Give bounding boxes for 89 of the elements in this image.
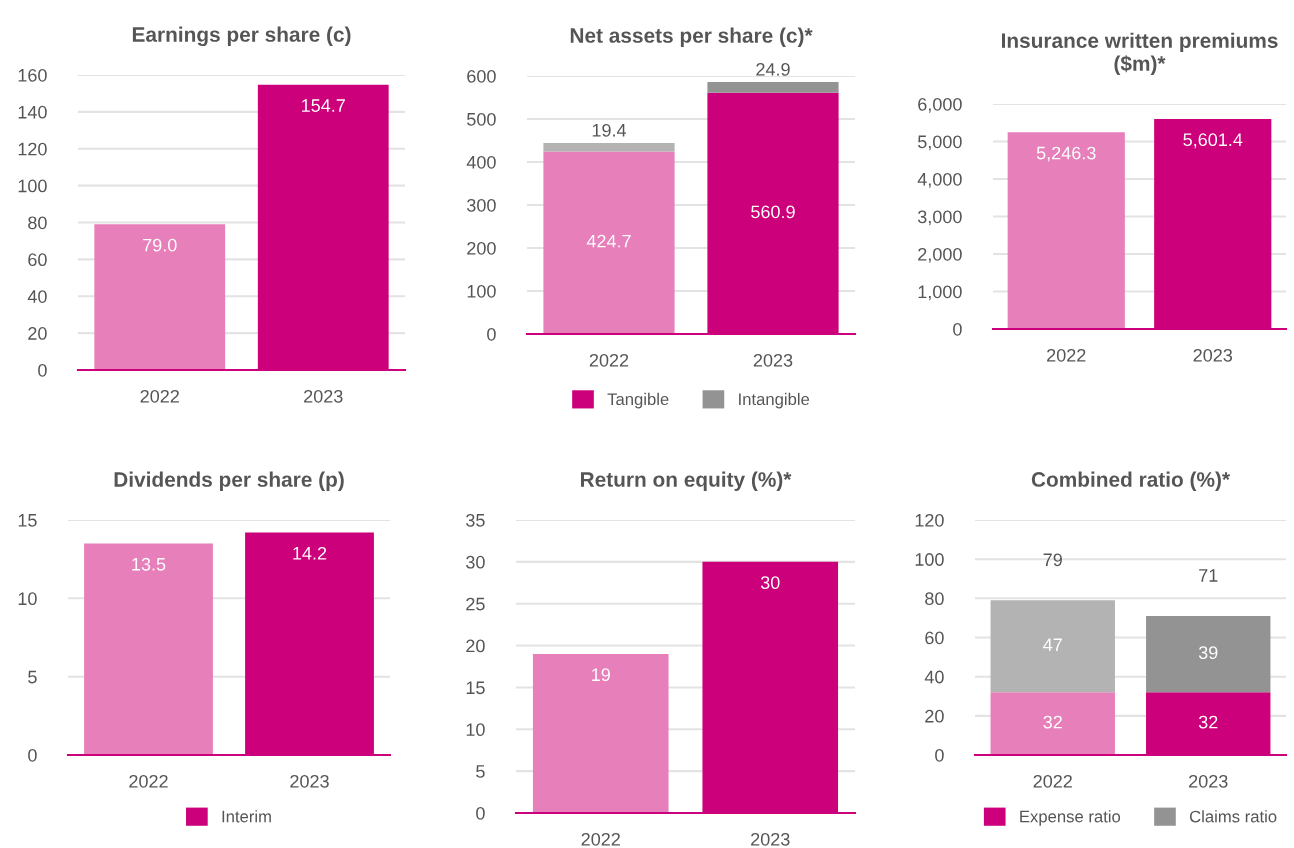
y-tick-label: 100	[18, 179, 47, 193]
y-tick-label: 100	[915, 553, 944, 566]
y-tick-label: 15	[18, 514, 37, 527]
bar	[543, 151, 675, 334]
legend-label: Tangible	[607, 392, 669, 409]
data-label: 14.2	[293, 546, 327, 560]
y-tick-label: 60	[28, 253, 47, 267]
bar	[707, 82, 839, 93]
data-label: 560.9	[751, 205, 795, 219]
y-tick-label: 300	[467, 198, 496, 212]
x-tick-label: 2023	[290, 774, 329, 788]
data-label: 24.9	[756, 62, 790, 76]
data-label: 47	[1043, 638, 1062, 651]
y-tick-label: 6,000	[918, 97, 962, 113]
x-tick-label: 2023	[304, 389, 343, 403]
y-tick-label: 5	[28, 670, 37, 684]
y-tick-label: 5	[476, 765, 485, 778]
y-tick-label: 25	[466, 597, 485, 611]
legend-label: Intangible	[739, 392, 810, 409]
y-tick-label: 140	[18, 105, 47, 119]
y-tick-label: 160	[18, 68, 47, 82]
y-tick-label: 15	[466, 681, 485, 695]
y-tick-label: 3,000	[917, 210, 962, 226]
total-label: 79	[1043, 553, 1062, 567]
y-tick-label: 0	[935, 748, 944, 762]
data-label: 79.0	[143, 238, 177, 252]
y-tick-label: 20	[925, 709, 944, 723]
x-tick-label: 2023	[1193, 348, 1233, 362]
y-tick-label: 400	[466, 155, 496, 169]
data-label: 32	[1043, 715, 1062, 729]
y-tick-label: 60	[925, 631, 944, 645]
x-tick-label: 2022	[1033, 774, 1072, 788]
y-tick-label: 0	[38, 363, 47, 377]
y-tick-label: 120	[18, 142, 47, 156]
data-label: 32	[1198, 715, 1218, 729]
x-tick-label: 2022	[581, 832, 620, 846]
y-tick-label: 100	[467, 284, 496, 298]
x-tick-label: 2023	[753, 353, 793, 367]
y-tick-label: 0	[28, 748, 37, 762]
bar	[543, 143, 675, 152]
y-tick-label: 30	[466, 555, 485, 569]
chart-title: Net assets per share (c)*	[570, 27, 813, 47]
y-tick-label: 1,000	[918, 285, 962, 301]
data-label: 154.7	[302, 99, 345, 112]
data-label: 39	[1198, 646, 1218, 659]
y-tick-label: 80	[28, 216, 47, 230]
data-label: 5,601.4	[1183, 133, 1243, 149]
y-tick-label: 20	[466, 639, 485, 653]
legend-label: Interim	[222, 810, 271, 823]
data-label: 19.4	[592, 123, 627, 137]
data-label: 13.5	[132, 557, 166, 571]
x-tick-label: 2022	[129, 774, 168, 788]
y-tick-label: 120	[915, 513, 944, 527]
chart-title: Return on equity (%)*	[581, 471, 792, 491]
x-tick-label: 2022	[1047, 348, 1086, 362]
data-label: 30	[760, 576, 780, 590]
y-tick-label: 200	[467, 241, 496, 255]
x-tick-label: 2022	[140, 389, 179, 403]
x-tick-label: 2023	[1189, 774, 1228, 788]
y-tick-label: 5,000	[917, 135, 962, 151]
y-tick-label: 80	[925, 592, 944, 606]
data-label: 5,246.3	[1036, 146, 1096, 162]
x-tick-label: 2022	[589, 353, 629, 367]
chart-title: Insurance written premiums ($m)*	[1001, 32, 1278, 75]
bar	[1146, 615, 1271, 693]
y-tick-label: 0	[476, 806, 485, 820]
data-label: 19	[592, 668, 610, 682]
legend-label: Expense ratio	[1020, 810, 1121, 826]
y-tick-label: 35	[466, 513, 485, 527]
y-tick-label: 10	[18, 592, 37, 606]
data-label: 424.7	[586, 234, 631, 248]
y-tick-label: 20	[28, 327, 47, 340]
y-tick-label: 40	[27, 290, 47, 303]
y-tick-label: 10	[466, 723, 485, 737]
chart-title: Combined ratio (%)*	[1031, 471, 1231, 491]
y-tick-label: 0	[953, 322, 962, 336]
y-tick-label: 4,000	[917, 172, 962, 188]
total-label: 71	[1199, 569, 1218, 582]
y-tick-label: 0	[487, 327, 496, 341]
y-tick-label: 40	[924, 670, 944, 684]
x-tick-label: 2023	[751, 832, 790, 846]
legend-label: Claims ratio	[1189, 810, 1277, 823]
y-tick-label: 500	[467, 112, 496, 126]
y-tick-label: 2,000	[918, 247, 962, 263]
bar	[990, 692, 1115, 755]
bar	[990, 600, 1115, 693]
chart-title: Dividends per share (p)	[114, 471, 344, 491]
chart-title: Earnings per share (c)	[132, 26, 351, 47]
y-tick-label: 600	[467, 69, 496, 83]
